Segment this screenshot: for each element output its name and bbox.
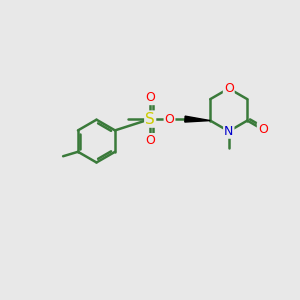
Text: O: O (145, 134, 155, 147)
Polygon shape (185, 116, 210, 122)
Text: O: O (165, 112, 174, 126)
Text: O: O (145, 91, 155, 104)
Text: O: O (224, 82, 234, 95)
Text: O: O (258, 123, 268, 136)
Text: N: N (224, 125, 233, 138)
Text: S: S (145, 112, 155, 127)
